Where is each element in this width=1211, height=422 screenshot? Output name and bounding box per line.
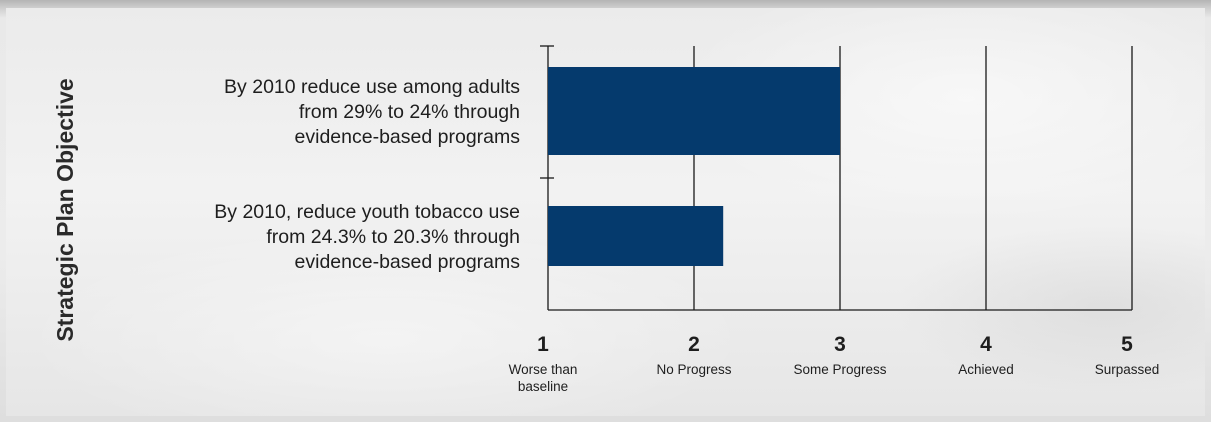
- category-label-1-line-2: from 29% to 24% through: [299, 101, 520, 123]
- x-tick-label-1: 1: [537, 333, 549, 356]
- x-tick-desc-4: Achieved: [958, 362, 1014, 377]
- x-tick-desc-1: baseline: [518, 379, 568, 394]
- x-tick-desc-5: Surpassed: [1095, 362, 1160, 377]
- bar-layer: [548, 67, 840, 266]
- x-tick-desc-3: Some Progress: [793, 362, 886, 377]
- x-tick-label-3: 3: [834, 333, 846, 356]
- label-layer: By 2010 reduce use among adults from 29% …: [214, 76, 1159, 394]
- x-tick-label-5: 5: [1121, 333, 1133, 356]
- y-axis-title: Strategic Plan Objective: [52, 78, 78, 341]
- category-label-1-line-1: By 2010 reduce use among adults: [224, 76, 520, 98]
- bar-2: [548, 206, 724, 266]
- category-label-2-line-2: from 24.3% to 20.3% through: [266, 226, 520, 248]
- category-label-2-line-3: evidence-based programs: [295, 251, 521, 273]
- category-label-2-line-1: By 2010, reduce youth tobacco use: [214, 201, 520, 223]
- bar-1: [548, 67, 840, 155]
- category-label-1-line-3: evidence-based programs: [295, 126, 521, 148]
- x-tick-desc-1: Worse than: [509, 362, 578, 377]
- x-tick-label-2: 2: [688, 333, 700, 356]
- x-tick-label-4: 4: [980, 333, 992, 356]
- x-tick-desc-2: No Progress: [656, 362, 731, 377]
